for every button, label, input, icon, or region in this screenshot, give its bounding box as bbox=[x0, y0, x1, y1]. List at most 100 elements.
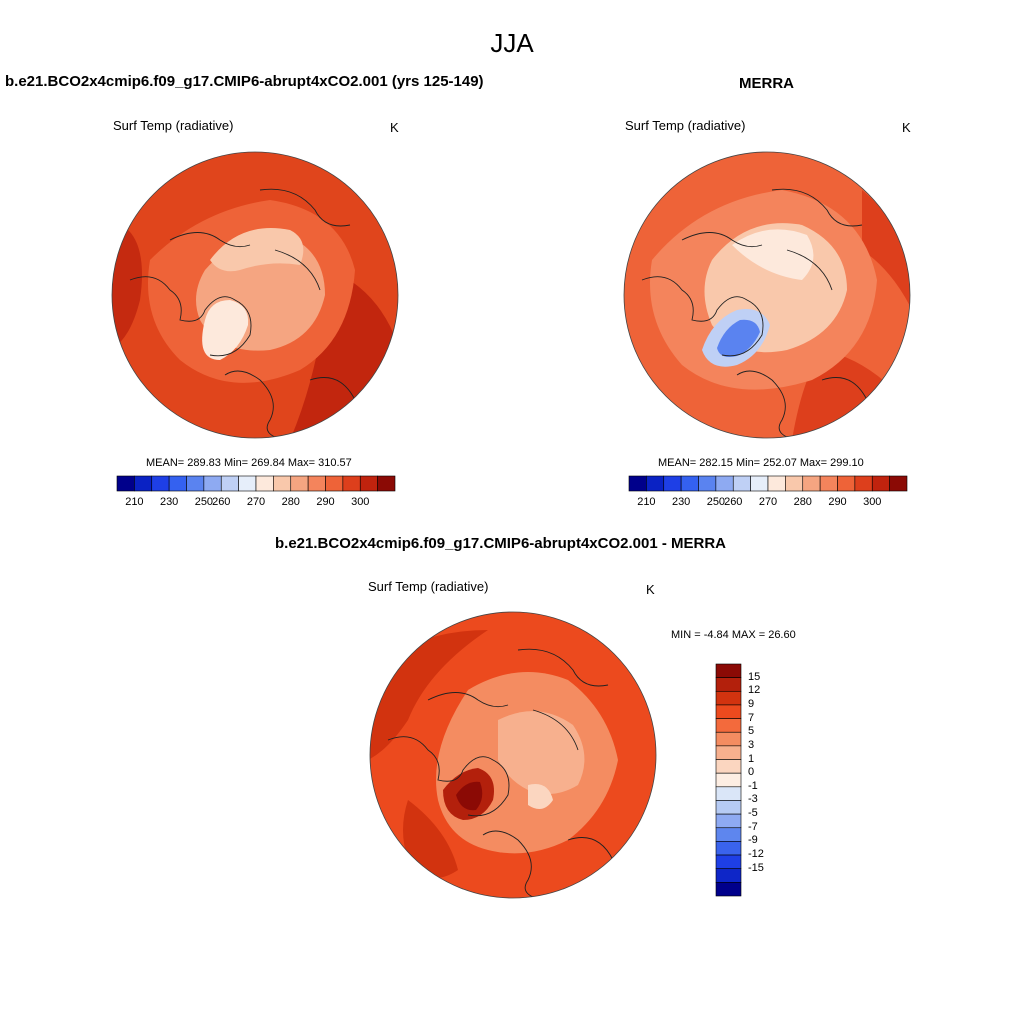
colorbar-swatch bbox=[715, 772, 742, 788]
coastline bbox=[517, 648, 609, 687]
colorbar-level-label: -15 bbox=[748, 861, 764, 874]
map-boundary bbox=[623, 151, 911, 439]
colorbar-swatch bbox=[255, 475, 274, 492]
greenland-max-warming-region bbox=[456, 781, 483, 811]
map-field-warm-region bbox=[403, 800, 458, 878]
map-boundary bbox=[369, 611, 657, 899]
colorbar-level-label: 0 bbox=[748, 766, 755, 779]
colorbar-swatch bbox=[715, 868, 742, 883]
colorbar-tick-label: 270 bbox=[246, 496, 266, 508]
colorbar-swatch bbox=[715, 854, 742, 870]
coastline bbox=[641, 276, 764, 357]
colorbar-level-label: -3 bbox=[748, 793, 758, 806]
colorbar-level-label: 7 bbox=[748, 711, 755, 724]
colorbar-level-label: -12 bbox=[748, 848, 764, 861]
colorbar-tick-label: 230 bbox=[159, 496, 179, 508]
colorbar-swatch bbox=[628, 475, 647, 492]
season-title: JJA bbox=[490, 28, 534, 58]
diff-polar-map bbox=[369, 611, 657, 899]
diff-stats: MIN = -4.84 MAX = 26.60 bbox=[671, 629, 796, 641]
diff-variable-label: Surf Temp (radiative) bbox=[368, 579, 489, 594]
coastline bbox=[427, 692, 509, 708]
colorbar-tick-label: 230 bbox=[671, 496, 691, 508]
greenland-ice-region bbox=[717, 319, 760, 357]
colorbar-tick-label: 260 bbox=[212, 496, 231, 508]
model-units-label: K bbox=[390, 120, 399, 135]
colorbar-swatch bbox=[802, 475, 821, 492]
map-field-hot-region bbox=[862, 190, 910, 310]
coastline bbox=[681, 232, 763, 248]
colorbar-swatch bbox=[767, 475, 786, 492]
colorbar-swatch bbox=[715, 786, 742, 801]
colorbar-tick-label: 270 bbox=[758, 496, 778, 508]
coastline bbox=[224, 370, 286, 438]
colorbar-swatch bbox=[342, 475, 361, 492]
colorbar-tick-label: 250 bbox=[194, 496, 214, 508]
colorbar-tick-label: 280 bbox=[281, 496, 300, 508]
colorbar-swatch bbox=[698, 475, 717, 492]
colorbar-tick-label: 210 bbox=[125, 496, 144, 508]
coastline bbox=[259, 188, 351, 227]
colorbar-swatch bbox=[715, 475, 734, 492]
colorbar-swatch bbox=[680, 475, 699, 492]
colorbar-swatch bbox=[715, 704, 742, 719]
coastline bbox=[309, 377, 356, 401]
colorbar-swatch bbox=[715, 800, 742, 815]
colorbar-tick-label: 280 bbox=[793, 496, 812, 508]
colorbar-swatch bbox=[715, 813, 742, 829]
colorbar-swatch bbox=[220, 475, 239, 492]
obs-polar-map bbox=[623, 151, 911, 439]
colorbar-swatch bbox=[715, 759, 742, 774]
colorbar-swatch bbox=[715, 677, 742, 692]
map-field-cool-region bbox=[210, 228, 304, 272]
colorbar-tick-label: 290 bbox=[828, 496, 847, 508]
colorbar-swatch bbox=[715, 690, 742, 706]
colorbar-level-label: 12 bbox=[748, 684, 761, 697]
colorbar-swatch bbox=[646, 475, 665, 492]
obs-panel-title: MERRA bbox=[739, 75, 794, 92]
coastline bbox=[567, 837, 614, 861]
map-boundary bbox=[111, 151, 399, 439]
colorbar-swatch bbox=[359, 475, 378, 492]
model-colorbar-ticks: 210 230 250 260 270 280 290 300 bbox=[117, 496, 395, 510]
colorbar-swatch bbox=[116, 475, 135, 492]
colorbar-level-label: 5 bbox=[748, 725, 755, 738]
obs-units-label: K bbox=[902, 120, 911, 135]
colorbar-swatch bbox=[715, 718, 742, 733]
colorbar-level-label: 3 bbox=[748, 738, 755, 751]
colorbar-swatch bbox=[750, 475, 769, 492]
colorbar-swatch bbox=[238, 475, 257, 492]
colorbar-tick-label: 300 bbox=[863, 496, 882, 508]
coastline bbox=[274, 249, 321, 291]
colorbar-level-label: 15 bbox=[748, 670, 761, 683]
model-stats: MEAN= 289.83 Min= 269.84 Max= 310.57 bbox=[146, 457, 352, 469]
colorbar-level-label: -7 bbox=[748, 820, 758, 833]
coastline bbox=[771, 188, 863, 227]
obs-colorbar-ticks: 210 230 250 260 270 280 290 300 bbox=[629, 496, 907, 510]
map-field-cool-region bbox=[498, 711, 585, 794]
colorbar-swatch bbox=[203, 475, 222, 492]
diff-panel-title: b.e21.BCO2x4cmip6.f09_g17.CMIP6-abrupt4x… bbox=[275, 535, 726, 552]
colorbar-swatch bbox=[186, 475, 205, 492]
colorbar-swatch bbox=[837, 475, 856, 492]
coastline bbox=[387, 736, 510, 817]
obs-variable-label: Surf Temp (radiative) bbox=[625, 118, 746, 133]
map-field-cold-region bbox=[732, 229, 814, 280]
colorbar-level-label: 1 bbox=[748, 752, 755, 765]
colorbar-swatch bbox=[819, 475, 838, 492]
colorbar-swatch bbox=[854, 475, 873, 492]
colorbar-swatch bbox=[715, 882, 742, 897]
diff-units-label: K bbox=[646, 582, 655, 597]
colorbar-swatch bbox=[715, 663, 742, 678]
colorbar-swatch bbox=[715, 827, 742, 842]
colorbar-swatch bbox=[663, 475, 682, 492]
colorbar-swatch bbox=[732, 475, 751, 492]
diff-colorbar bbox=[715, 663, 742, 897]
obs-stats: MEAN= 282.15 Min= 252.07 Max= 299.10 bbox=[658, 457, 864, 469]
colorbar-swatch bbox=[290, 475, 309, 492]
colorbar-swatch bbox=[889, 475, 908, 492]
colorbar-swatch bbox=[325, 475, 344, 492]
colorbar-tick-label: 250 bbox=[706, 496, 726, 508]
coastline bbox=[129, 276, 252, 357]
map-field-lowest-region bbox=[528, 784, 553, 809]
